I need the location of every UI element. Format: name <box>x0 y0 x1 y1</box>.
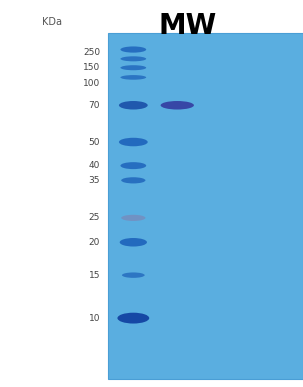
Ellipse shape <box>120 162 146 169</box>
Text: 100: 100 <box>83 79 100 88</box>
Ellipse shape <box>120 238 147 247</box>
Text: KDa: KDa <box>42 17 62 27</box>
Ellipse shape <box>121 177 145 183</box>
Text: 20: 20 <box>88 238 100 247</box>
Text: 35: 35 <box>88 176 100 185</box>
Text: 25: 25 <box>88 213 100 223</box>
Text: 40: 40 <box>88 161 100 170</box>
Ellipse shape <box>121 215 145 221</box>
Text: 50: 50 <box>88 137 100 147</box>
Ellipse shape <box>119 138 148 146</box>
Ellipse shape <box>122 272 145 278</box>
Ellipse shape <box>120 57 146 61</box>
Ellipse shape <box>161 101 194 110</box>
Text: MW: MW <box>159 12 217 40</box>
Ellipse shape <box>120 75 146 80</box>
Ellipse shape <box>120 46 146 53</box>
Text: 150: 150 <box>83 63 100 72</box>
Bar <box>108 33 303 379</box>
Text: 15: 15 <box>88 271 100 280</box>
Text: 70: 70 <box>88 101 100 110</box>
Ellipse shape <box>120 65 146 70</box>
Text: 10: 10 <box>88 313 100 323</box>
Text: 250: 250 <box>83 48 100 57</box>
Ellipse shape <box>118 313 149 324</box>
Ellipse shape <box>119 101 148 110</box>
